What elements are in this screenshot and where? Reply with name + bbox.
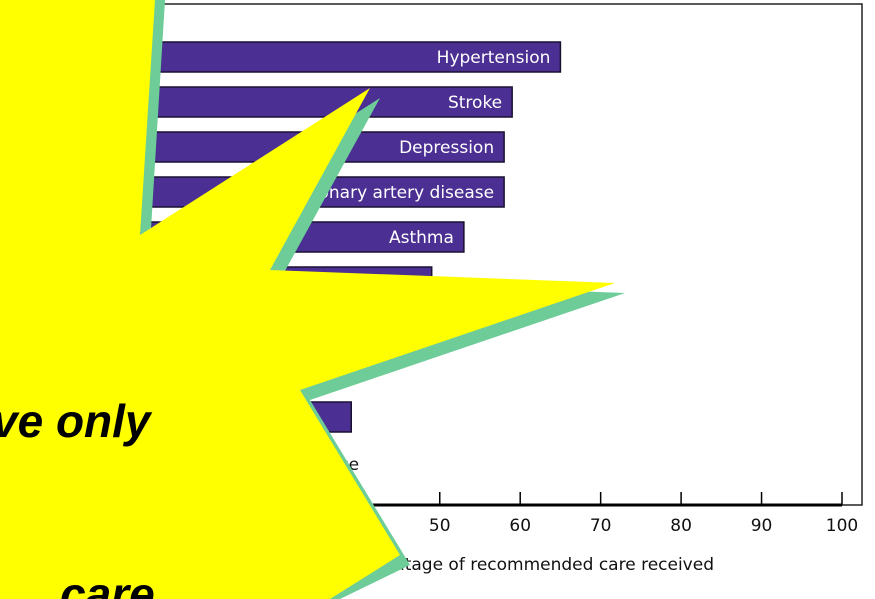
callout-text: care bbox=[60, 568, 155, 599]
x-tick-label: 90 bbox=[751, 516, 773, 536]
bar-label: Hypertension bbox=[437, 48, 551, 68]
bar-label: Coronary artery disease bbox=[290, 183, 494, 203]
bar-label: Stroke bbox=[448, 93, 502, 113]
bar-label: Asthma bbox=[389, 228, 454, 248]
starburst bbox=[0, 0, 615, 599]
bar-label: Depression bbox=[399, 138, 494, 158]
callout-text: ve only bbox=[0, 395, 153, 447]
x-tick-label: 60 bbox=[509, 516, 531, 536]
x-tick-label: 50 bbox=[429, 516, 451, 536]
x-tick-label: 70 bbox=[590, 516, 612, 536]
x-tick-label: 80 bbox=[670, 516, 692, 536]
x-axis-label: Percentage of recommended care received bbox=[347, 555, 714, 575]
x-tick-label: 100 bbox=[826, 516, 858, 536]
